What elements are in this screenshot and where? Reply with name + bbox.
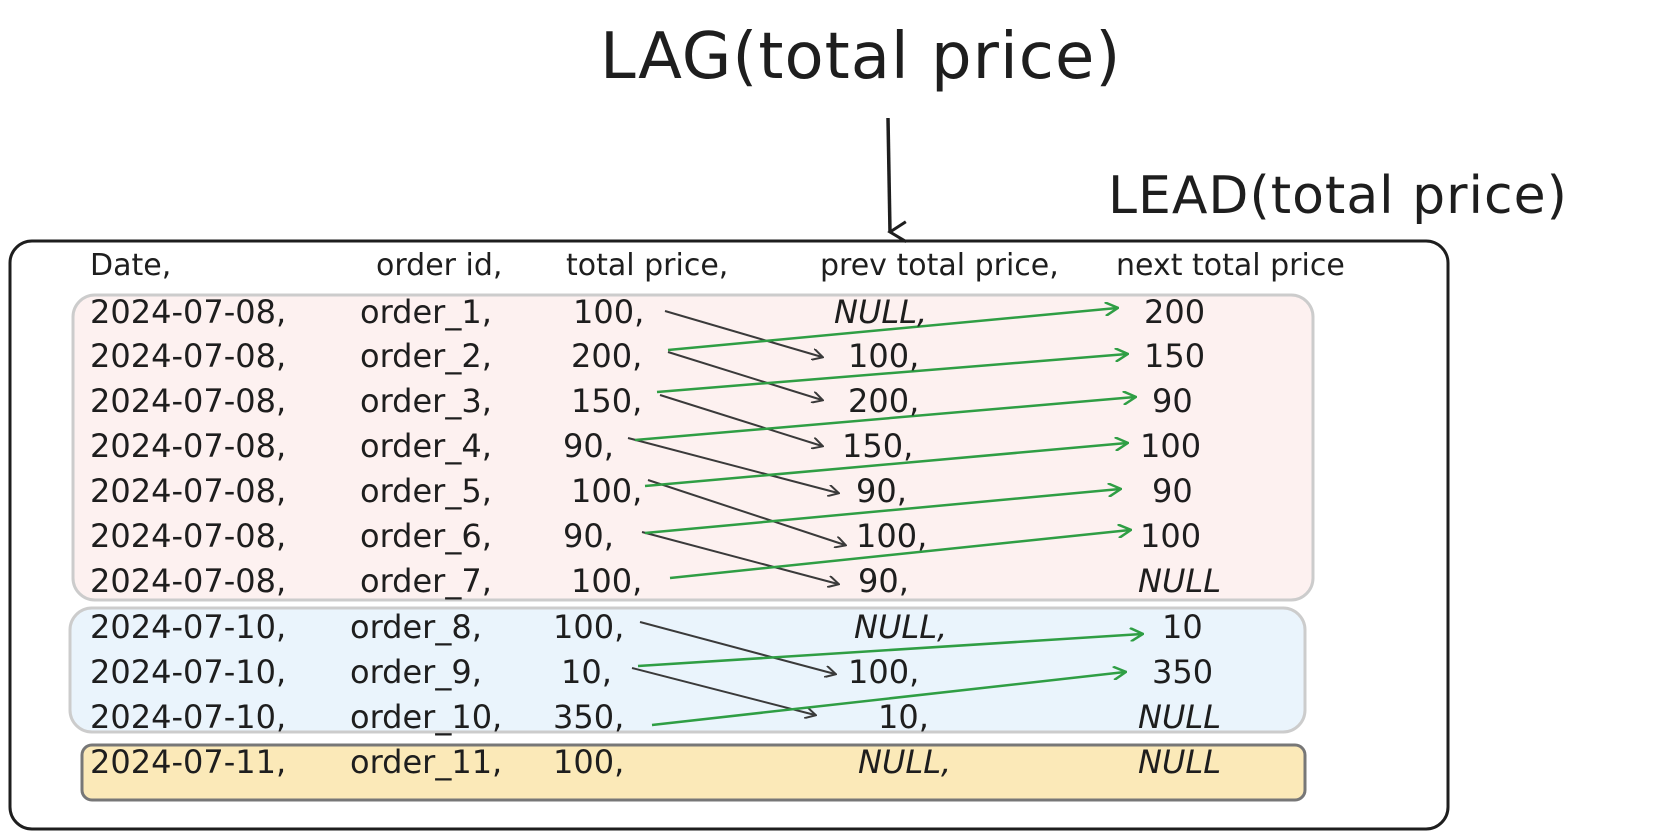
cell-order-id: order_11, [350, 743, 503, 781]
lag-arrow [627, 437, 838, 493]
cell-next-total-price: 350 [1152, 653, 1214, 691]
lead-title: LEAD(total price) [1108, 166, 1568, 226]
lag-title-arrow [886, 117, 907, 244]
cell-prev-total-price: 150, [842, 427, 914, 465]
cell-next-total-price: 90 [1152, 382, 1193, 420]
header-total-price: total price, [566, 248, 729, 283]
cell-date: 2024-07-10, [90, 698, 287, 736]
cell-next-total-price: NULL [1138, 698, 1222, 736]
cell-order-id: order_8, [350, 608, 482, 646]
cell-total-price: 100, [571, 562, 643, 600]
header-date: Date, [90, 248, 172, 283]
cell-total-price: 100, [553, 743, 625, 781]
group-2024-07-11 [80, 743, 1307, 802]
lag-arrow [647, 479, 845, 545]
cell-total-price: 100, [573, 293, 645, 331]
cell-date: 2024-07-08, [90, 517, 287, 555]
cell-total-price: 100, [571, 472, 643, 510]
cell-total-price: 100, [553, 608, 625, 646]
lag-arrow [641, 531, 838, 584]
cell-prev-total-price: 100, [848, 337, 920, 375]
lead-arrow [634, 397, 1135, 442]
cell-next-total-price: 150 [1144, 337, 1206, 375]
cell-order-id: order_1, [360, 293, 492, 331]
cell-prev-total-price: NULL, [834, 293, 928, 331]
cell-total-price: 10, [561, 653, 612, 691]
cell-order-id: order_5, [360, 472, 492, 510]
cell-next-total-price: 100 [1140, 427, 1202, 465]
lag-title: LAG(total price) [600, 20, 1122, 94]
cell-prev-total-price: 10, [878, 698, 929, 736]
cell-prev-total-price: 90, [858, 562, 909, 600]
cell-prev-total-price: 90, [856, 472, 907, 510]
cell-total-price: 150, [571, 382, 643, 420]
lead-arrow [644, 489, 1120, 535]
cell-order-id: order_6, [360, 517, 492, 555]
cell-next-total-price: 90 [1152, 472, 1193, 510]
cell-date: 2024-07-11, [90, 743, 287, 781]
cell-total-price: 200, [571, 337, 643, 375]
header-next-total-price: next total price [1116, 248, 1345, 283]
lead-arrow [651, 672, 1125, 727]
cell-prev-total-price: NULL, [858, 743, 952, 781]
lag-arrow [639, 621, 835, 674]
lead-arrow [644, 443, 1127, 488]
cell-prev-total-price: NULL, [854, 608, 948, 646]
cell-order-id: order_7, [360, 562, 492, 600]
cell-total-price: 90, [563, 517, 614, 555]
lag-arrow [664, 310, 822, 357]
cell-total-price: 90, [563, 427, 614, 465]
group-2024-07-08 [71, 293, 1315, 602]
cell-prev-total-price: 200, [848, 382, 920, 420]
lead-arrow [637, 634, 1142, 668]
cell-next-total-price: 10 [1162, 608, 1203, 646]
cell-date: 2024-07-08, [90, 337, 287, 375]
table-frame [8, 239, 1450, 831]
lag-arrow [659, 394, 822, 446]
cell-order-id: order_4, [360, 427, 492, 465]
cell-prev-total-price: 100, [848, 653, 920, 691]
cell-next-total-price: 100 [1140, 517, 1202, 555]
cell-total-price: 350, [553, 698, 625, 736]
lag-arrow [631, 667, 815, 715]
lead-arrow [667, 308, 1117, 352]
cell-date: 2024-07-08, [90, 562, 287, 600]
cell-next-total-price: NULL [1138, 743, 1222, 781]
lead-arrow [669, 530, 1130, 580]
lag-arrow [667, 351, 822, 400]
cell-date: 2024-07-10, [90, 653, 287, 691]
cell-next-total-price: NULL [1138, 562, 1222, 600]
cell-prev-total-price: 100, [856, 517, 928, 555]
cell-date: 2024-07-08, [90, 382, 287, 420]
cell-next-total-price: 200 [1144, 293, 1206, 331]
header-order-id: order id, [376, 248, 503, 283]
cell-date: 2024-07-08, [90, 472, 287, 510]
cell-date: 2024-07-08, [90, 293, 287, 331]
group-2024-07-10 [68, 606, 1307, 734]
cell-order-id: order_9, [350, 653, 482, 691]
cell-order-id: order_3, [360, 382, 492, 420]
cell-date: 2024-07-10, [90, 608, 287, 646]
lead-arrow [656, 354, 1127, 394]
cell-order-id: order_10, [350, 698, 503, 736]
header-prev-total-price: prev total price, [820, 248, 1059, 283]
cell-order-id: order_2, [360, 337, 492, 375]
cell-date: 2024-07-08, [90, 427, 287, 465]
